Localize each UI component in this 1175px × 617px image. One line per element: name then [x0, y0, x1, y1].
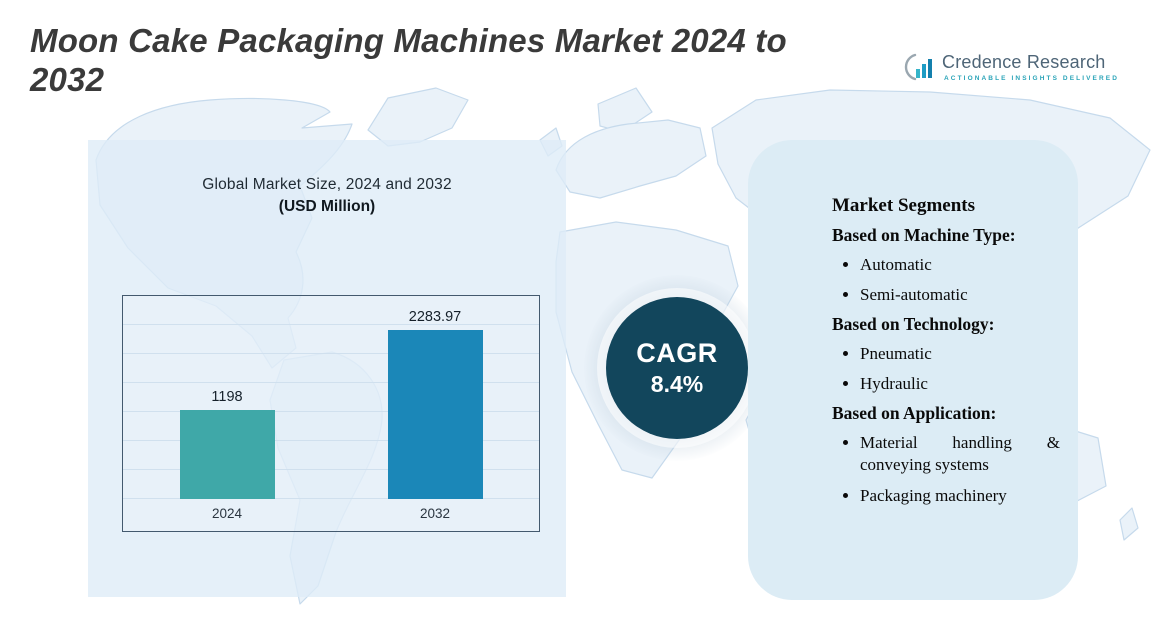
segment-heading-application: Based on Application: — [832, 403, 997, 424]
segment-item: Material handling & conveying systems — [860, 432, 1060, 476]
bar-value-label-2032: 2283.97 — [408, 309, 462, 325]
x-label-2024: 2024 — [211, 506, 243, 521]
chart-title: Global Market Size, 2024 and 2032 — [202, 176, 452, 193]
x-axis-labels: 2024 2032 — [123, 499, 539, 531]
logo-tagline: Actionable Insights Delivered — [944, 75, 1120, 82]
segments-title: Market Segments — [832, 195, 975, 216]
bar-2032 — [387, 330, 483, 499]
segment-heading-machine-type: Based on Machine Type: — [832, 225, 1016, 245]
chart-panel: Global Market Size, 2024 and 2032 (USD M… — [88, 140, 566, 597]
page-title: Moon Cake Packaging Machines Market 2024… — [30, 22, 787, 98]
bar-value-label-2024: 1198 — [211, 389, 243, 405]
segment-heading-technology: Based on Technology: — [832, 314, 995, 335]
cagr-value: 8.4% — [650, 371, 704, 397]
bar-2024 — [179, 410, 275, 499]
bar-column-2024: 1198 — [123, 296, 331, 499]
x-label-2032: 2032 — [419, 506, 451, 521]
logo-text: Credence Research Actionable Insights De… — [942, 52, 1119, 82]
bar-chart-plot: 1198 2283.97 2024 2032 — [122, 295, 540, 532]
segment-item: Pneumatic — [860, 343, 1060, 365]
segment-item: Semi-automatic — [860, 284, 1060, 306]
cagr-label: CAGR — [636, 338, 718, 368]
logo-bar-chart-icon — [904, 53, 932, 81]
chart-subtitle: (USD Million) — [278, 198, 376, 215]
segment-list-application: Material handling & conveying systems Pa… — [832, 432, 1060, 507]
logo: Credence Research Actionable Insights De… — [903, 52, 1119, 82]
cagr-circle: CAGR 8.4% — [606, 297, 748, 439]
bar-column-2032: 2283.97 — [331, 296, 539, 499]
bar-area: 1198 2283.97 — [123, 296, 539, 499]
logo-brand: Credence Research — [942, 52, 1106, 72]
segment-item: Hydraulic — [860, 373, 1060, 395]
segment-item: Packaging machinery — [860, 485, 1060, 507]
segment-list-technology: Pneumatic Hydraulic — [832, 343, 1058, 395]
segment-list-machine-type: Automatic Semi-automatic — [832, 254, 1058, 306]
segment-item: Automatic — [860, 254, 1060, 276]
segments-card: Market Segments Based on Machine Type: A… — [748, 140, 1078, 600]
